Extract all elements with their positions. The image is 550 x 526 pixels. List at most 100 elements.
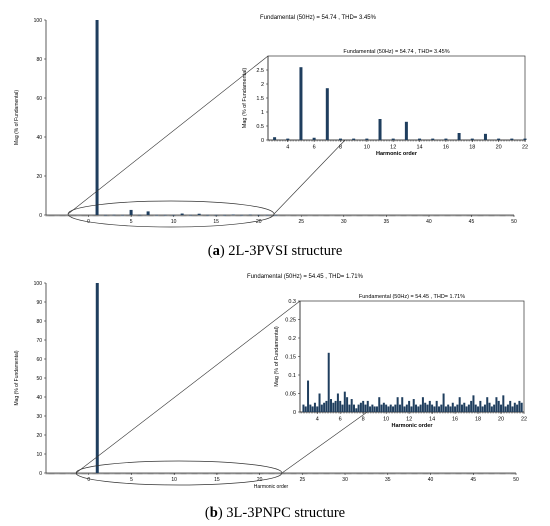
chart-b-inset-bar (509, 400, 512, 412)
chart-b-inset-bar (424, 402, 427, 412)
chart-b-main-x-tick-label: 50 (513, 477, 519, 483)
chart-b-inset-bar (311, 406, 314, 412)
chart-b-inset-bar (302, 404, 305, 412)
chart-a-inset-x-tick-label: 8 (339, 145, 342, 151)
chart-a-inset-bar (352, 138, 356, 140)
chart-a-inset-bar (299, 67, 303, 140)
chart-a-inset-y-label: Mag (% of Fundamental) (242, 68, 248, 129)
chart-a-inset-bar (431, 138, 435, 140)
chart-b-main-x-tick-label: 10 (171, 477, 177, 483)
chart-a-inset-bar (483, 133, 487, 140)
chart-a-main-y-tick-label: 80 (36, 57, 42, 63)
chart-a-main-title: Fundamental (50Hz) = 54.74 , THD= 3.45% (260, 15, 377, 21)
chart-b-inset-bar (398, 404, 401, 412)
chart-a-main-x-tick-label: 45 (469, 219, 475, 225)
chart-a-main-bar (223, 214, 227, 216)
chart-a-inset-x-tick-label: 20 (496, 145, 502, 151)
chart-b-main-x-tick-label: 35 (385, 477, 391, 483)
chart-a-main-bar (155, 214, 159, 216)
chart-b-inset-bar (437, 406, 440, 412)
chart-b-inset-bar (364, 404, 367, 412)
chart-b-inset-y-tick-label: 0.05 (285, 391, 296, 397)
chart-b-inset-bar (456, 404, 459, 412)
chart-a-main-bar (274, 214, 278, 216)
chart-a-inset-bar (312, 137, 316, 140)
chart-b-inset-bar (442, 393, 445, 412)
chart-b-inset-bar (511, 406, 514, 412)
chart-b-main-y-tick-label: 70 (36, 338, 42, 344)
chart-b-inset-x-tick-label: 12 (406, 417, 412, 423)
chart-b-main-y-tick-label: 100 (34, 281, 43, 287)
chart-b-main-y-tick-label: 10 (36, 452, 42, 458)
chart-a-inset-y-tick-label: 2 (261, 82, 264, 88)
chart-b-inset-bar (513, 402, 516, 412)
chart-b-inset-y-tick-label: 0.1 (288, 373, 296, 379)
chart-b-inset-bar (431, 404, 434, 412)
chart-a-main-bar (248, 214, 252, 216)
chart-a-main-bar (172, 214, 176, 216)
chart-a-main-x-tick-label: 5 (130, 219, 133, 225)
chart-a-main-bar (104, 214, 108, 216)
panel-b-3l-3pnpc: 0 5 10 15 20 25 30 35 40 45 5001020304050607080901… (14, 274, 527, 490)
chart-a-inset-x-tick-label: 4 (286, 145, 289, 151)
chart-a-main-bar (214, 214, 218, 216)
chart-a-inset-bar (510, 138, 514, 140)
chart-a-main-bar (163, 214, 167, 216)
chart-b-main-y-tick-label: 90 (36, 300, 42, 306)
chart-a-inset-y-tick-label: 0.5 (256, 124, 264, 130)
chart-b-inset-bar (481, 406, 484, 412)
chart-b-inset-bar (460, 404, 463, 412)
chart-a-main-bar (180, 213, 184, 215)
chart-a-inset-x-tick-label: 12 (390, 145, 396, 151)
chart-b-inset-bar (375, 406, 378, 412)
chart-a-main-bar (146, 211, 150, 215)
chart-b-inset-bar (472, 395, 475, 412)
chart-b-inset-bar (352, 404, 355, 412)
chart-b-inset-bar (500, 404, 503, 412)
chart-b-inset-bar (341, 404, 344, 412)
chart-a-main-bar (265, 214, 269, 216)
chart-b-inset-plot-frame (299, 300, 525, 413)
chart-b-inset-bar (490, 406, 493, 412)
chart-a-inset-bar (497, 138, 501, 140)
chart-b-inset-bar (355, 408, 358, 412)
chart-b-inset-x-tick-label: 20 (498, 417, 504, 423)
chart-b-inset-bar (343, 391, 346, 412)
chart-b-inset-x-tick-label: 22 (521, 417, 527, 423)
chart-a-inset-bar (418, 138, 422, 140)
chart-a-inset-bar (391, 138, 395, 140)
chart-b-main-y-tick-label: 20 (36, 433, 42, 439)
chart-b-inset-x-tick-label: 6 (339, 417, 342, 423)
chart-b-inset-bar (318, 393, 321, 412)
chart-b-inset-x-tick-label: 16 (452, 417, 458, 423)
chart-b-inset-bar (465, 406, 468, 412)
chart-b-inset-bar (362, 400, 365, 412)
chart-b-inset-y-tick-label: 0.2 (288, 336, 296, 342)
chart-b-inset-bar (380, 404, 383, 412)
chart-b-main-y-label: Mag (% of Fundamental) (14, 350, 20, 405)
chart-a-main-x-tick-label: 20 (256, 219, 262, 225)
chart-b-main-x-tick-label: 0 (87, 477, 90, 483)
chart-b-inset-bar (369, 406, 372, 412)
chart-b-inset-bar (518, 400, 521, 412)
chart-b-inset-bar (405, 404, 408, 412)
chart-a-inset-bar (523, 138, 527, 140)
chart-a-main-bar (112, 214, 116, 216)
chart-b-main-x-tick-label: 15 (214, 477, 220, 483)
chart-b-inset-bar (403, 406, 406, 412)
chart-b-inset-bar (313, 402, 316, 412)
chart-b-inset-bar (440, 404, 443, 412)
chart-a-inset-bar (457, 133, 461, 140)
chart-b-inset-bar (506, 404, 509, 412)
chart-a-inset-plot-frame (267, 55, 526, 141)
chart-a-main-bar (240, 214, 244, 216)
chart-b-inset-bar (366, 400, 369, 412)
chart-b-main-y-tick-label: 40 (36, 395, 42, 401)
chart-b-inset-y-tick-label: 0.25 (285, 317, 296, 323)
chart-b-inset-bar (419, 404, 422, 412)
chart-b-inset-bar (412, 399, 415, 412)
chart-b-inset-bar (371, 404, 374, 412)
chart-b-inset-bar (307, 380, 310, 412)
chart-b-inset-bar (421, 397, 424, 412)
chart-b-inset-bar (401, 397, 404, 412)
